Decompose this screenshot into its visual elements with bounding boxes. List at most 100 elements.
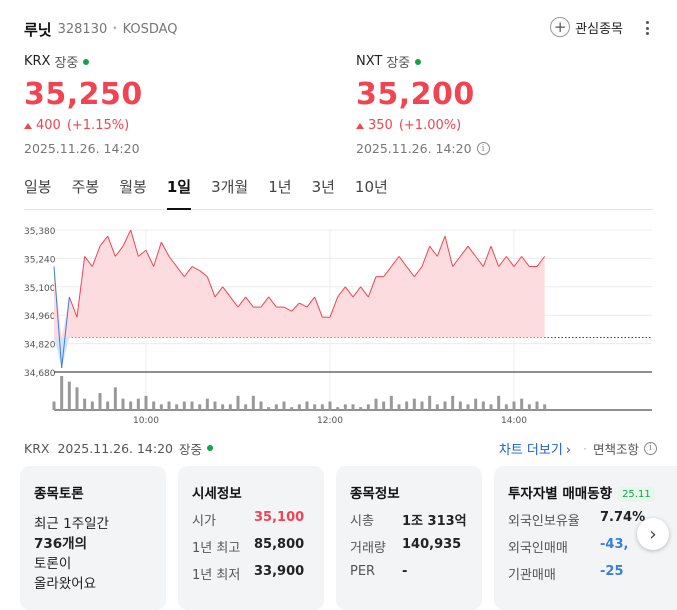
price-change: 400 (+1.15%) [24, 118, 264, 133]
price-line-segment [91, 246, 101, 267]
change-amount: 400 [36, 118, 61, 133]
price-line-segment [130, 229, 139, 257]
chart-more-label: 차트 더보기 [498, 442, 563, 458]
stock-name: 루닛 [24, 20, 52, 39]
disclaimer-link[interactable]: · 면책조항 i [583, 439, 657, 458]
volume-bar [405, 401, 409, 410]
card-title: 종목토론 [34, 486, 84, 502]
price-line-segment [191, 266, 200, 272]
kv-row: 기관매매 -25 [508, 564, 677, 583]
price-line-segment [306, 296, 316, 308]
volume-bar [466, 404, 470, 410]
volume-bar [136, 398, 140, 410]
price-chart-svg: 35,380 35,240 35,100 34,960 34,820 34,680 10:0… [24, 227, 652, 426]
price-line-segment [459, 245, 469, 257]
tab-3[interactable]: 1일 [166, 170, 192, 210]
kv-key: 외국인매매 [508, 541, 568, 556]
kv-key: 시총 [350, 514, 374, 529]
tab-5[interactable]: 1년 [268, 178, 292, 196]
more-options-icon[interactable] [641, 18, 653, 38]
info-icon: i [644, 441, 657, 455]
card-title: 종목정보 [350, 486, 400, 502]
market-info-card[interactable]: 시세정보 시가 35,100 1년 최고 85,800 1년 최저 33,900 [178, 466, 324, 610]
price-line-segment [352, 286, 362, 298]
add-favorite-button[interactable]: + 관심종목 [550, 17, 623, 37]
volume-bar [198, 404, 202, 410]
stock-info-card[interactable]: 종목정보 시총 1조 313억 거래량 140,935 PER - [336, 466, 482, 610]
discussion-line: 736개의 [34, 536, 88, 552]
tab-2[interactable]: 월봉 [119, 178, 147, 196]
discussion-card[interactable]: 종목토론 최근 1주일간 736개의 토론이 올라왔어요 [20, 466, 166, 610]
volume-bar [205, 398, 209, 410]
volume-bar [435, 404, 439, 410]
kv-row: 시가 35,100 [192, 510, 310, 529]
volume-bar [52, 401, 56, 410]
disclaimer-label: 면책조항 [592, 441, 639, 457]
stock-market: KOSDAQ [122, 21, 178, 37]
kv-value: -25 [600, 564, 624, 579]
price-line-segment [467, 245, 477, 257]
price-line-segment [329, 296, 339, 318]
quote-market: NXT [356, 54, 383, 69]
price-line-segment [107, 235, 116, 257]
volume-bar [167, 401, 171, 410]
kv-value: 1조 313억 [402, 514, 467, 529]
price-line-segment [482, 246, 492, 267]
volume-bar [389, 395, 393, 410]
y-tick-label: 35,240 [24, 255, 56, 265]
volume-bar [182, 401, 186, 410]
change-percent: (+1.15%) [66, 118, 130, 133]
chart-more-link[interactable]: 차트 더보기 › [499, 439, 571, 458]
up-triangle-icon [356, 122, 364, 129]
tab-1[interactable]: 주봉 [71, 178, 100, 196]
price-line-segment [153, 242, 162, 267]
tab-0[interactable]: 일봉 [24, 178, 52, 196]
tab-7[interactable]: 10년 [354, 178, 388, 196]
volume-bar [497, 395, 501, 410]
price-line-segment [291, 302, 300, 312]
info-icon[interactable]: i [476, 142, 490, 155]
tab-4[interactable]: 3개월 [211, 178, 249, 196]
volume-bar [359, 407, 363, 410]
volume-bar [489, 404, 493, 410]
volume-bar [382, 401, 386, 410]
price-line-segment [444, 235, 454, 267]
kv-row: 외국인보유율 7.74% [508, 510, 677, 529]
price-line-segment [398, 256, 408, 267]
volume-bar [144, 395, 148, 410]
volume-bar [366, 404, 370, 410]
card-title: 투자자별 매매동향 25.11 [508, 482, 677, 502]
price-change: 350 (+1.00%) [356, 118, 596, 133]
volume-bar [244, 404, 248, 410]
volume-bar [113, 387, 117, 410]
current-price: 35,250 [24, 77, 143, 112]
volume-bar [175, 404, 179, 410]
x-tick-label: 10:00 [133, 416, 159, 426]
chevron-right-icon: › [565, 442, 571, 458]
price-line-segment [360, 286, 369, 298]
price-line-segment [68, 296, 78, 318]
price-line-segment [452, 256, 461, 267]
volume-bar [236, 395, 240, 410]
live-dot-icon [415, 58, 422, 65]
kv-row: PER - [350, 564, 468, 579]
price-line-segment [114, 245, 124, 257]
price-line-segment [183, 266, 193, 277]
price-line-segment [245, 296, 254, 308]
price-line-segment [138, 249, 147, 257]
nxt-quote: NXT 장중 35,200 350 (+1.00%) 2025.11.26. 1… [356, 52, 596, 156]
kv-key: 외국인보유율 [508, 514, 580, 529]
discussion-line: 토론이 [34, 556, 72, 572]
volume-bar [336, 407, 340, 410]
volume-bar [474, 398, 478, 410]
price-line-segment [406, 266, 415, 277]
price-line-segment [413, 266, 423, 277]
kv-value: 85,800 [254, 537, 305, 552]
quote-time: 2025.11.26. 14:20 [356, 141, 472, 156]
volume-bar [290, 407, 294, 410]
next-card-button[interactable]: › [637, 518, 669, 550]
chevron-right-icon: › [649, 523, 657, 545]
price-line-segment [536, 256, 546, 267]
tab-6[interactable]: 3년 [311, 178, 335, 196]
volume-bar [121, 398, 125, 410]
